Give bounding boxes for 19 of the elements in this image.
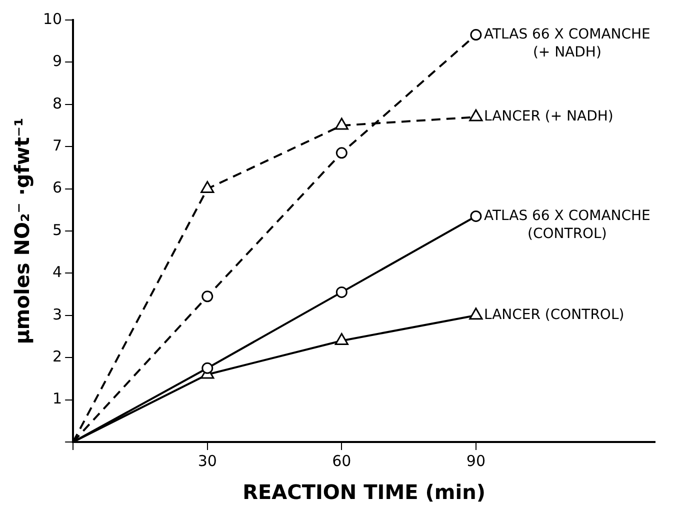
y-tick-label: 6 bbox=[52, 178, 62, 197]
y-tick-label: 5 bbox=[52, 220, 62, 239]
x-tick-label: 30 bbox=[198, 452, 217, 470]
y-axis-title: μmoles NO₂⁻ ·gfwt⁻¹ bbox=[10, 118, 34, 344]
y-tick-label: 2 bbox=[52, 347, 62, 366]
x-tick-label: 90 bbox=[466, 452, 486, 470]
series-label: LANCER (CONTROL) bbox=[484, 307, 624, 324]
y-tick-label: 8 bbox=[52, 94, 62, 112]
y-tick-label: 4 bbox=[52, 263, 62, 282]
y-tick-label: 10 bbox=[42, 10, 62, 28]
y-tick-label: 3 bbox=[52, 305, 62, 324]
series-label: ATLAS 66 X COMANCHE (+ NADH) bbox=[484, 26, 650, 60]
y-tick-label: 1 bbox=[52, 390, 62, 408]
series-label: ATLAS 66 X COMANCHE (CONTROL) bbox=[484, 208, 650, 242]
x-tick-label: 60 bbox=[332, 452, 352, 470]
y-tick-label: 7 bbox=[52, 136, 62, 154]
x-axis-title: REACTION TIME (min) bbox=[242, 480, 486, 504]
series-label: LANCER (+ NADH) bbox=[484, 108, 614, 125]
y-tick-label: 9 bbox=[52, 52, 62, 70]
